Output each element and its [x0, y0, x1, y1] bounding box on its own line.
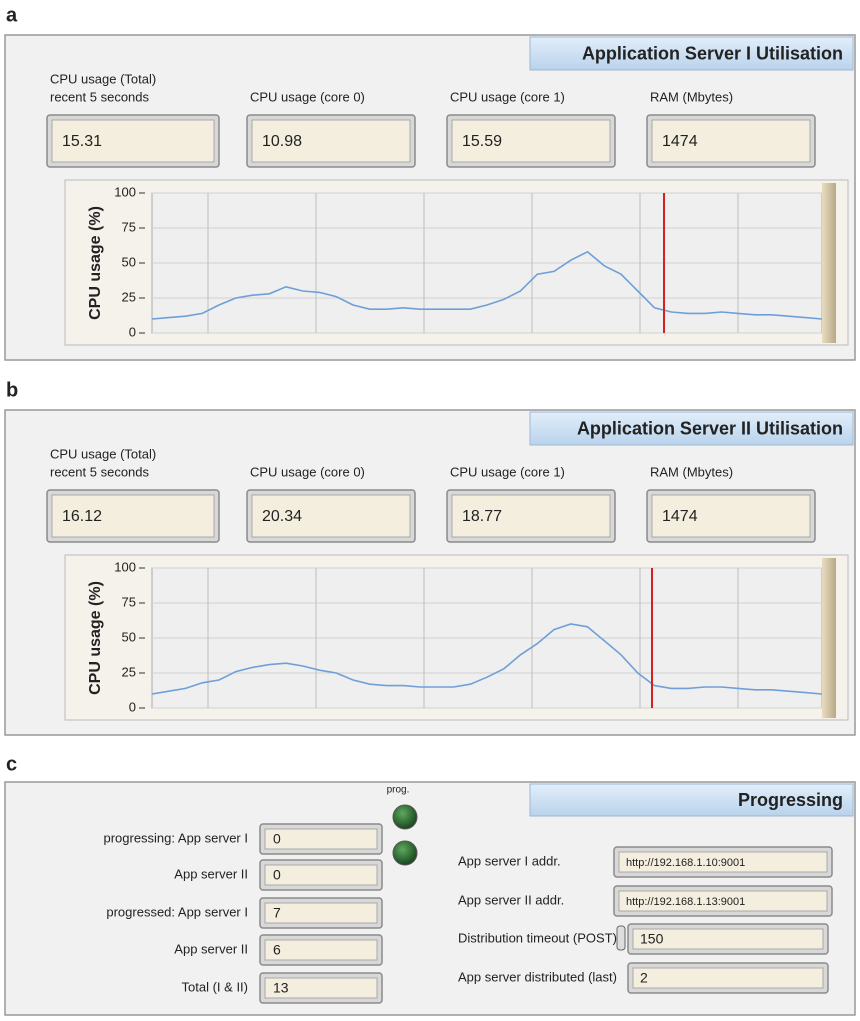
field-value: 20.34	[262, 508, 302, 525]
y-tick-label: 75	[122, 219, 136, 234]
y-tick-label: 0	[129, 699, 136, 714]
field-value: 13	[273, 980, 289, 996]
field-box	[265, 829, 377, 849]
field-label: CPU usage (core 0)	[250, 89, 365, 104]
field-label: App server II addr.	[458, 892, 564, 907]
field-label: RAM (Mbytes)	[650, 464, 733, 479]
field-label: RAM (Mbytes)	[650, 89, 733, 104]
field-label: recent 5 seconds	[50, 464, 150, 479]
y-tick-label: 75	[122, 594, 136, 609]
field-label: App server II	[174, 866, 248, 881]
panel-letter: c	[6, 753, 17, 775]
spinner[interactable]	[617, 926, 625, 950]
field-value: http://192.168.1.10:9001	[626, 857, 745, 869]
field-label: Distribution timeout (POST)	[458, 930, 617, 945]
y-axis-label: CPU usage (%)	[87, 206, 104, 320]
plot-gutter	[822, 183, 836, 343]
field-box	[265, 865, 377, 885]
field-value: 15.59	[462, 133, 502, 150]
led-label: prog.	[387, 785, 410, 796]
y-tick-label: 100	[114, 184, 136, 199]
field-label: Total (I & II)	[182, 979, 248, 994]
y-tick-label: 0	[129, 324, 136, 339]
led	[393, 805, 417, 829]
field-label: recent 5 seconds	[50, 89, 150, 104]
screen: a Application Server I Utilisation CPU usa…	[0, 0, 860, 1021]
panel-title: Application Server II Utilisation	[577, 418, 843, 438]
field-label: App server distributed (last)	[458, 969, 617, 984]
field-value: 18.77	[462, 508, 502, 525]
panel-letter: b	[6, 379, 18, 401]
field-value: 150	[640, 931, 664, 947]
y-tick-label: 50	[122, 629, 136, 644]
field-box	[265, 903, 377, 923]
field-box	[265, 940, 377, 960]
field-label: CPU usage (core 0)	[250, 464, 365, 479]
field-label: progressed: App server I	[106, 904, 248, 919]
field-label: App server II	[174, 941, 248, 956]
led	[393, 841, 417, 865]
field-label: CPU usage (core 1)	[450, 89, 565, 104]
field-value: 1474	[662, 133, 698, 150]
field-label: CPU usage (core 1)	[450, 464, 565, 479]
field-value: 7	[273, 905, 281, 921]
field-label: CPU usage (Total)	[50, 446, 156, 461]
panel-title: Progressing	[738, 790, 843, 810]
panel-letter: a	[6, 4, 18, 26]
field-box	[633, 968, 823, 988]
field-value: http://192.168.1.13:9001	[626, 896, 745, 908]
field-label: progressing: App server I	[103, 830, 248, 845]
field-label: App server I addr.	[458, 853, 561, 868]
field-value: 10.98	[262, 133, 302, 150]
y-axis-label: CPU usage (%)	[87, 581, 104, 695]
y-tick-label: 25	[122, 289, 136, 304]
field-value: 0	[273, 867, 281, 883]
field-value: 2	[640, 970, 648, 986]
y-tick-label: 50	[122, 254, 136, 269]
field-value: 1474	[662, 508, 698, 525]
field-value: 16.12	[62, 508, 102, 525]
field-value: 15.31	[62, 133, 102, 150]
y-tick-label: 25	[122, 664, 136, 679]
panel-title: Application Server I Utilisation	[582, 43, 843, 63]
y-tick-label: 100	[114, 559, 136, 574]
field-value: 0	[273, 831, 281, 847]
field-value: 6	[273, 942, 281, 958]
field-label: CPU usage (Total)	[50, 71, 156, 86]
plot-gutter	[822, 558, 836, 718]
